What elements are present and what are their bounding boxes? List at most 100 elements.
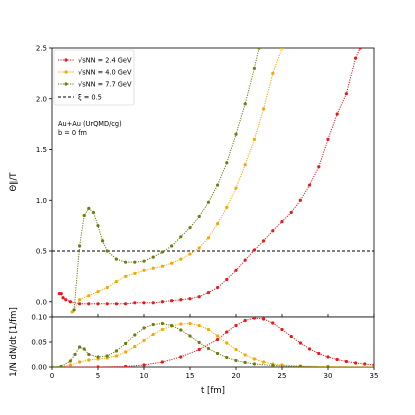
bottom-point-2p4 (271, 321, 275, 325)
bottom-point-2p4 (234, 323, 238, 328)
top-point-4p0 (280, 48, 284, 50)
bottom-point-7p7 (82, 347, 86, 351)
legend: √sNN = 2.4 GeV √sNN = 4.0 GeV √sNN = 7.7… (53, 49, 135, 106)
top-point-4p0 (114, 279, 118, 284)
bottom-y-axis-label: 1/N dN/dt [1/fm] (9, 307, 19, 377)
top-point-2p4 (225, 277, 229, 282)
top-point-7p7 (87, 206, 91, 210)
top-y-tick-label: 2.0 (36, 95, 47, 103)
top-point-2p4 (216, 285, 220, 290)
top-point-4p0 (133, 271, 137, 275)
top-point-2p4 (243, 258, 247, 262)
bottom-point-7p7 (326, 365, 330, 367)
top-series-7p7 (72, 48, 261, 312)
top-point-4p0 (271, 71, 275, 75)
top-point-2p4 (61, 296, 65, 300)
top-point-2p4 (133, 301, 137, 305)
bottom-point-7p7 (234, 358, 238, 363)
bottom-point-2p4 (216, 337, 220, 342)
top-point-4p0 (151, 266, 155, 270)
bottom-point-4p0 (160, 327, 164, 332)
top-point-2p4 (170, 299, 174, 303)
top-point-2p4 (87, 302, 91, 306)
top-point-2p4 (335, 112, 339, 116)
top-point-7p7 (72, 308, 76, 312)
top-y-tick-label: 2.5 (36, 45, 47, 53)
top-point-7p7 (225, 161, 229, 165)
bottom-point-7p7 (87, 352, 91, 357)
top-point-4p0 (216, 222, 220, 226)
bottom-point-7p7 (372, 365, 374, 367)
top-point-2p4 (151, 301, 155, 305)
bottom-y-tick-label: 0.05 (31, 339, 47, 347)
top-point-7p7 (179, 235, 183, 239)
bottom-point-4p0 (252, 357, 256, 361)
bottom-point-4p0 (262, 360, 266, 364)
top-point-2p4 (252, 248, 256, 252)
bottom-point-7p7 (78, 345, 82, 349)
bottom-point-4p0 (216, 334, 220, 338)
top-point-2p4 (78, 302, 82, 306)
bottom-point-7p7 (114, 349, 118, 353)
bottom-y-tick-label: 0.10 (31, 314, 47, 322)
bottom-point-7p7 (271, 363, 275, 367)
bottom-point-7p7 (133, 333, 137, 337)
bottom-point-7p7 (197, 340, 201, 345)
top-point-4p0 (124, 274, 128, 278)
bottom-point-2p4 (96, 365, 100, 367)
legend-marker-4p0 (64, 70, 68, 74)
top-point-7p7 (206, 200, 210, 204)
top-point-7p7 (78, 244, 82, 248)
top-point-7p7 (197, 214, 201, 219)
top-y-tick-label: 1.5 (36, 146, 47, 154)
x-tick-label: 5 (96, 372, 100, 380)
legend-marker-7p7 (64, 82, 68, 86)
bottom-point-7p7 (142, 326, 146, 330)
bottom-point-4p0 (188, 321, 192, 326)
top-point-7p7 (114, 257, 118, 261)
top-point-4p0 (234, 186, 238, 190)
bottom-point-7p7 (160, 321, 164, 326)
bottom-point-7p7 (68, 359, 72, 363)
bottom-point-7p7 (105, 354, 109, 358)
top-point-2p4 (317, 165, 321, 169)
bottom-point-4p0 (225, 341, 229, 345)
top-point-7p7 (151, 255, 155, 259)
top-point-4p0 (105, 285, 109, 290)
top-point-2p4 (358, 48, 362, 50)
x-tick-label: 0 (50, 372, 54, 380)
bottom-point-4p0 (243, 353, 247, 357)
top-point-2p4 (105, 302, 109, 306)
top-point-2p4 (179, 298, 183, 302)
bottom-point-7p7 (252, 362, 256, 366)
x-tick-label: 20 (232, 372, 241, 380)
top-point-2p4 (271, 229, 275, 233)
top-point-4p0 (87, 294, 91, 298)
bottom-point-2p4 (160, 360, 164, 364)
x-tick-label: 15 (186, 372, 195, 380)
bottom-point-4p0 (78, 360, 82, 364)
x-ticks: 0 5 10 15 20 25 30 35 (50, 314, 378, 380)
legend-label-2p4: √sNN = 2.4 GeV (78, 57, 132, 65)
bottom-point-7p7 (179, 328, 183, 332)
bottom-point-2p4 (335, 357, 339, 362)
top-y-tick-label: 0.5 (36, 248, 47, 256)
top-point-7p7 (133, 260, 137, 264)
bottom-point-7p7 (151, 322, 155, 327)
top-point-2p4 (160, 300, 164, 304)
bottom-point-2p4 (344, 359, 348, 364)
bottom-point-2p4 (326, 355, 330, 359)
collision-annotation: Au+Au (UrQMD/cg) (58, 120, 122, 128)
top-point-2p4 (206, 291, 210, 295)
bottom-y-ticks: 0.00 0.05 0.10 (31, 314, 52, 372)
legend-entry-7p7: √sNN = 7.7 GeV (58, 81, 132, 89)
top-point-7p7 (96, 224, 100, 228)
top-y-ticks: 0.0 0.5 1.0 1.5 2.0 2.5 (36, 45, 52, 306)
top-point-4p0 (197, 246, 201, 250)
bottom-point-7p7 (216, 351, 220, 356)
top-panel: 0.0 0.5 1.0 1.5 2.0 2.5 Θ∥/T √sNN = 2.4 GeV √… (9, 45, 375, 318)
top-point-2p4 (262, 239, 266, 243)
top-point-4p0 (160, 264, 164, 268)
top-plot-marks (52, 48, 374, 314)
